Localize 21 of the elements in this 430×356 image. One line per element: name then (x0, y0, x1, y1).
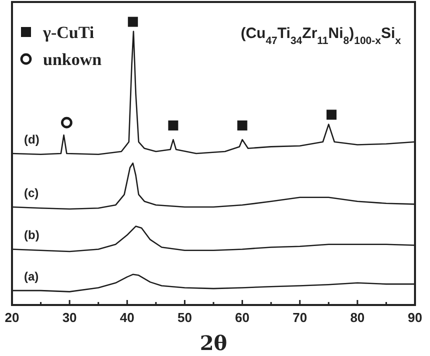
x-tick-label: 80 (350, 310, 365, 325)
series-label: (a) (24, 270, 39, 284)
series-label: (c) (24, 186, 39, 200)
x-tick-label: 70 (292, 310, 308, 325)
text: (Cu$_{47}$Ti$_{34}$Zr$_{11}$Ni$_{8}$)$_{100-x}$Si$_{x}$ (240, 25, 401, 47)
series-label: (d) (24, 132, 40, 146)
x-tick-label: 40 (120, 310, 134, 325)
x-tick-label: 20 (4, 310, 20, 325)
legend-label: unkown (43, 50, 102, 69)
point (128, 16, 138, 27)
point (237, 120, 248, 130)
x-tick-label: 90 (408, 310, 422, 325)
point (60, 116, 72, 128)
x-tick-label: 60 (235, 310, 250, 325)
x-axis-title: 2θ (200, 331, 228, 355)
point (326, 110, 337, 120)
x-tick-label: 50 (177, 310, 192, 325)
legend-label: γ-CuTi (42, 23, 94, 42)
point (168, 120, 178, 130)
series-label: (b) (24, 228, 40, 242)
x-tick-label: 30 (62, 310, 77, 325)
